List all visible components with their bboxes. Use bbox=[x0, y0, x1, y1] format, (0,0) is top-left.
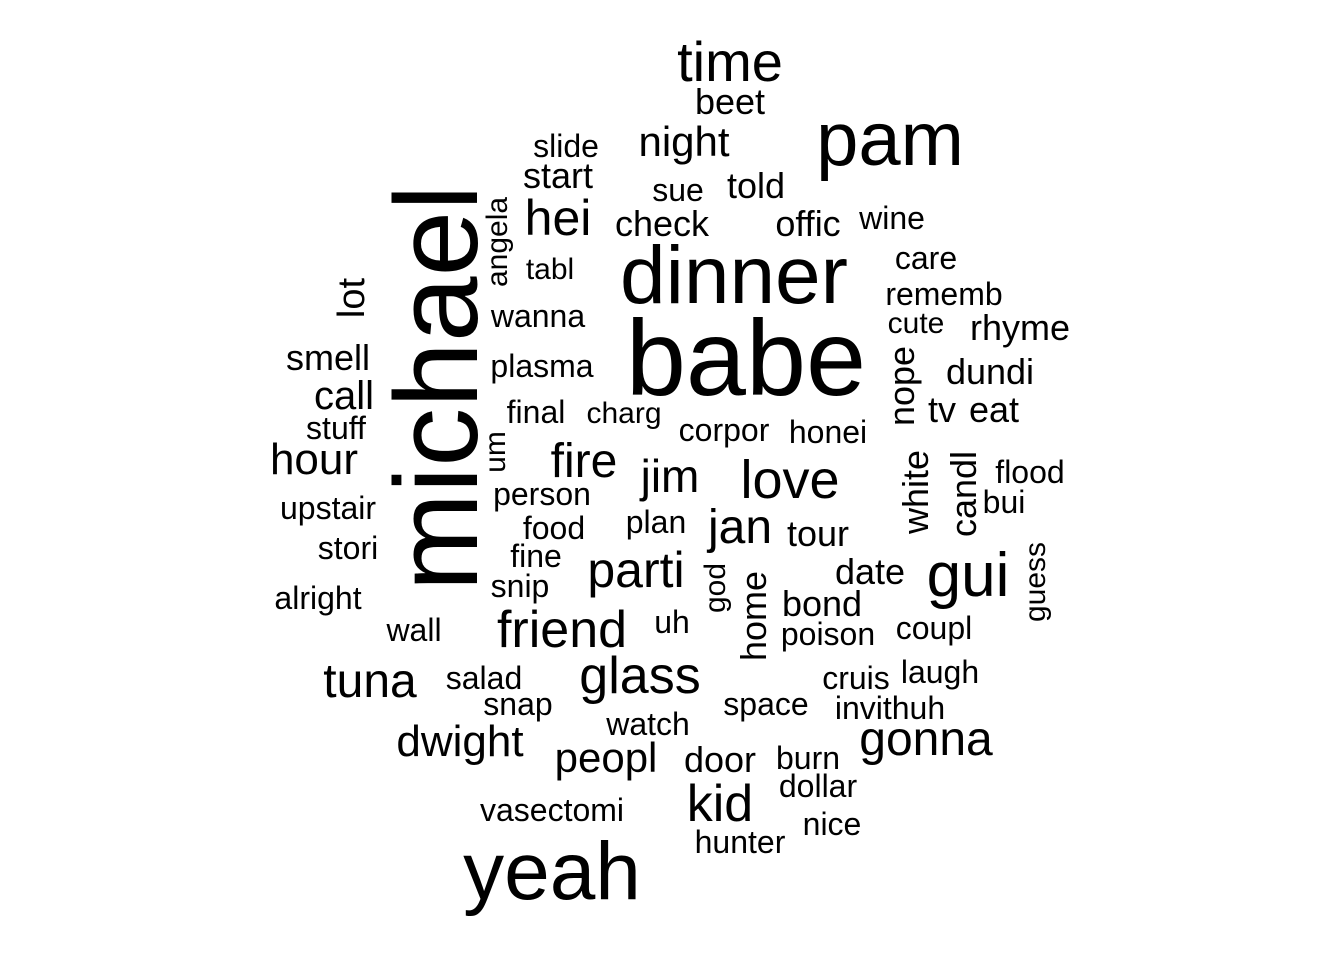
word-hour: hour bbox=[269, 435, 359, 484]
word-snip: snip bbox=[490, 568, 550, 604]
word-stori: stori bbox=[317, 530, 379, 566]
word-offic: offic bbox=[775, 203, 841, 244]
word-coupl: coupl bbox=[895, 610, 973, 646]
word-tour: tour bbox=[786, 513, 850, 554]
word-fire: fire bbox=[550, 435, 618, 488]
word-uh: uh bbox=[654, 604, 690, 640]
word-poison: poison bbox=[780, 616, 876, 652]
word-charg: charg bbox=[586, 397, 662, 430]
word-jim: jim bbox=[640, 450, 700, 502]
word-cruis: cruis bbox=[822, 660, 890, 696]
word-hei: hei bbox=[524, 190, 592, 246]
word-dundi: dundi bbox=[945, 351, 1035, 392]
word-tuna: tuna bbox=[323, 655, 417, 708]
word-date: date bbox=[834, 551, 906, 592]
word-wanna: wanna bbox=[490, 298, 586, 334]
word-jan: jan bbox=[707, 501, 773, 554]
word-corpor: corpor bbox=[678, 412, 770, 448]
word-invithuh: invithuh bbox=[834, 690, 946, 726]
word-guess: guess bbox=[1019, 541, 1052, 623]
word-nope: nope bbox=[881, 345, 922, 427]
word-home: home bbox=[733, 570, 774, 662]
word-slide: slide bbox=[533, 128, 599, 164]
word-start: start bbox=[522, 155, 594, 196]
word-white: white bbox=[895, 449, 936, 535]
word-food: food bbox=[522, 510, 586, 546]
word-peopl: peopl bbox=[554, 734, 658, 781]
word-yeah: yeah bbox=[463, 826, 641, 917]
word-honei: honei bbox=[788, 414, 868, 450]
word-night: night bbox=[638, 118, 730, 165]
word-kid: kid bbox=[686, 775, 754, 833]
word-bui: bui bbox=[982, 484, 1026, 520]
word-hunter: hunter bbox=[694, 824, 786, 860]
word-rememb: rememb bbox=[885, 276, 1003, 312]
word-candl: candl bbox=[943, 450, 984, 538]
word-plan: plan bbox=[625, 504, 687, 540]
word-check: check bbox=[614, 203, 710, 244]
word-alright: alright bbox=[274, 580, 362, 616]
word-tabl: tabl bbox=[525, 253, 575, 286]
word-rhyme: rhyme bbox=[969, 307, 1071, 348]
word-flood: flood bbox=[995, 454, 1065, 490]
word-door: door bbox=[683, 739, 757, 780]
word-michael: michael bbox=[371, 184, 503, 592]
word-gui: gui bbox=[926, 541, 1010, 610]
word-love: love bbox=[740, 450, 840, 510]
word-space: space bbox=[723, 686, 809, 722]
word-upstair: upstair bbox=[279, 490, 377, 526]
word-snap: snap bbox=[483, 686, 553, 722]
word-pam: pam bbox=[816, 97, 964, 182]
word-sue: sue bbox=[652, 172, 704, 208]
word-eat: eat bbox=[968, 389, 1020, 430]
word-salad: salad bbox=[445, 660, 523, 696]
word-dollar: dollar bbox=[778, 768, 858, 804]
word-babe: babe bbox=[625, 297, 867, 418]
word-bond: bond bbox=[781, 583, 863, 624]
word-vasectomi: vasectomi bbox=[479, 792, 625, 828]
word-lot: lot bbox=[331, 277, 373, 319]
word-parti: parti bbox=[587, 542, 685, 598]
word-cute: cute bbox=[887, 307, 945, 340]
word-wall: wall bbox=[386, 612, 442, 648]
word-dinner: dinner bbox=[620, 230, 848, 321]
word-tv: tv bbox=[927, 389, 957, 430]
word-care: care bbox=[894, 240, 958, 276]
word-stuff: stuff bbox=[306, 410, 366, 446]
word-time: time bbox=[677, 30, 783, 93]
word-um: um bbox=[479, 431, 512, 473]
word-smell: smell bbox=[285, 337, 371, 378]
word-wine: wine bbox=[859, 200, 925, 236]
word-glass: glass bbox=[579, 647, 701, 705]
word-beet: beet bbox=[694, 81, 766, 122]
word-god: god bbox=[699, 562, 732, 614]
word-plasma: plasma bbox=[490, 348, 594, 384]
word-told: told bbox=[726, 165, 786, 206]
word-watch: watch bbox=[606, 706, 690, 742]
word-nice: nice bbox=[802, 806, 862, 842]
word-person: person bbox=[493, 476, 591, 512]
word-call: call bbox=[313, 374, 375, 418]
word-final: final bbox=[506, 394, 566, 430]
word-laugh: laugh bbox=[900, 654, 980, 690]
word-angela: angela bbox=[481, 196, 514, 288]
word-dwight: dwight bbox=[396, 717, 524, 766]
word-friend: friend bbox=[496, 601, 628, 659]
word-gonna: gonna bbox=[859, 713, 993, 766]
word-burn: burn bbox=[775, 740, 841, 776]
word-fine: fine bbox=[510, 538, 562, 574]
